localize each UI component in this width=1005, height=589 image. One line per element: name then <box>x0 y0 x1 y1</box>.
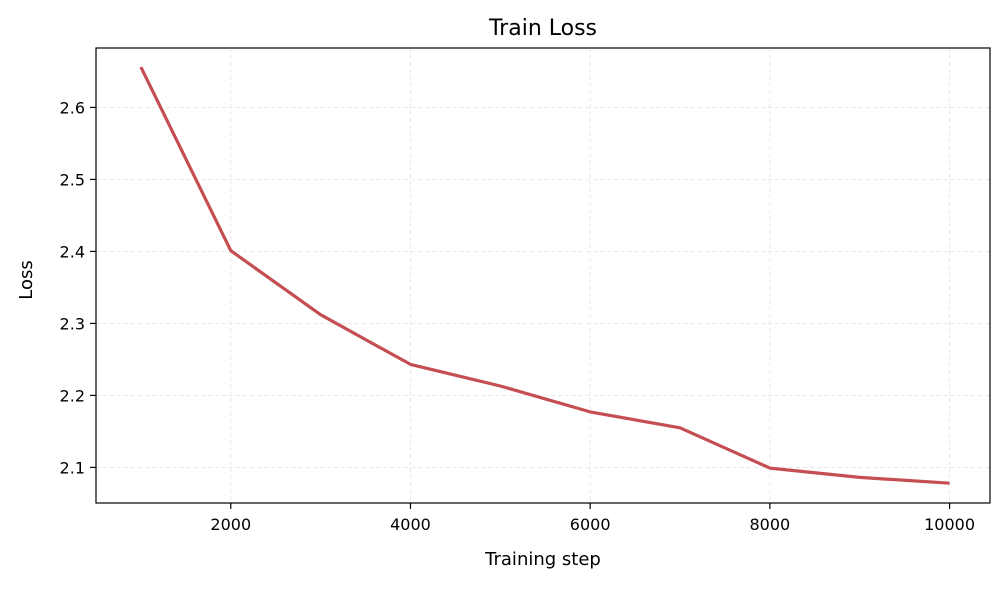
x-tick-label: 8000 <box>750 515 791 534</box>
series-line <box>139 66 950 485</box>
x-axis-label: Training step <box>484 549 601 570</box>
plot-frame <box>95 47 991 504</box>
y-tick-label: 2.5 <box>60 170 85 189</box>
chart-title: Train Loss <box>488 16 597 41</box>
y-axis: 2.1 2.2 2.3 2.4 2.5 2.6 <box>60 98 96 477</box>
y-tick-label: 2.6 <box>60 98 85 117</box>
y-tick-label: 2.1 <box>60 458 85 477</box>
x-tick-label: 6000 <box>570 515 611 534</box>
gridlines <box>96 48 990 503</box>
x-tick-label: 4000 <box>390 515 431 534</box>
y-axis-label: Loss <box>16 260 37 299</box>
x-axis: 2000 4000 6000 8000 10000 <box>210 503 975 534</box>
y-tick-label: 2.4 <box>60 242 85 261</box>
series-layer <box>139 66 950 485</box>
x-tick-label: 2000 <box>210 515 251 534</box>
x-tick-label: 10000 <box>924 515 975 534</box>
y-tick-label: 2.3 <box>60 314 85 333</box>
y-tick-label: 2.2 <box>60 386 85 405</box>
